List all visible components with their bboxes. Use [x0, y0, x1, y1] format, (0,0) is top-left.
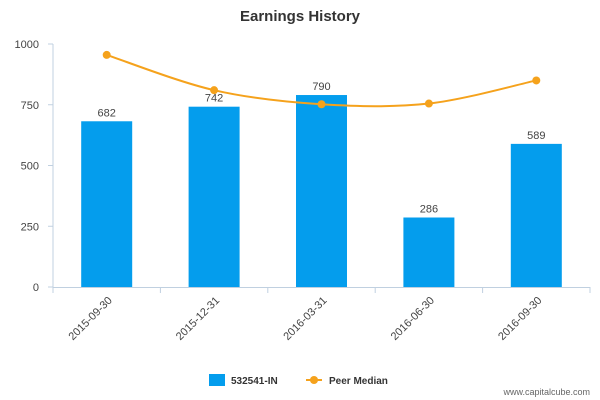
- legend: 532541-IN Peer Median: [209, 374, 388, 387]
- peer-median-point: [424, 99, 433, 108]
- x-tick-label: 2016-06-30: [389, 295, 437, 343]
- bar-data-label: 286: [420, 204, 438, 216]
- peer-median-point: [532, 76, 541, 85]
- y-tick-label: 250: [21, 221, 39, 233]
- bar: [188, 106, 240, 287]
- bar: [510, 143, 562, 287]
- legend-label-peer-median: Peer Median: [329, 376, 388, 387]
- chart-title: Earnings History: [240, 8, 361, 25]
- bar: [81, 121, 133, 287]
- bar: [403, 217, 455, 287]
- x-tick-label: 2016-09-30: [496, 295, 544, 343]
- bar-data-labels: 682 742 790 286 589: [98, 81, 546, 215]
- y-tick-label: 750: [21, 100, 39, 112]
- bar-data-label: 589: [527, 130, 545, 142]
- legend-label-532541-in: 532541-IN: [231, 376, 278, 387]
- peer-median-point: [317, 100, 326, 109]
- bar-data-label: 790: [312, 81, 330, 93]
- legend-marker-peer-median: [310, 376, 318, 384]
- peer-median-point: [210, 86, 219, 95]
- watermark: www.capitalcube.com: [502, 387, 590, 397]
- y-tick-label: 500: [21, 161, 39, 173]
- bar-data-label: 742: [205, 93, 223, 105]
- x-tick-label: 2015-09-30: [67, 295, 115, 343]
- x-axis: 2015-09-30 2015-12-31 2016-03-31 2016-06-30…: [52, 287, 591, 343]
- y-tick-label: 1000: [15, 39, 39, 51]
- legend-swatch-532541-in: [209, 374, 225, 386]
- y-axis: 0 250 500 750 1000: [15, 39, 54, 294]
- y-tick-label: 0: [33, 282, 39, 294]
- peer-median-point: [102, 50, 111, 59]
- x-tick-label: 2015-12-31: [174, 295, 222, 343]
- bar-series: [81, 95, 562, 287]
- bar-data-label: 682: [98, 107, 116, 119]
- x-tick-label: 2016-03-31: [281, 295, 329, 343]
- bar: [296, 95, 347, 287]
- peer-median-series: [102, 50, 541, 109]
